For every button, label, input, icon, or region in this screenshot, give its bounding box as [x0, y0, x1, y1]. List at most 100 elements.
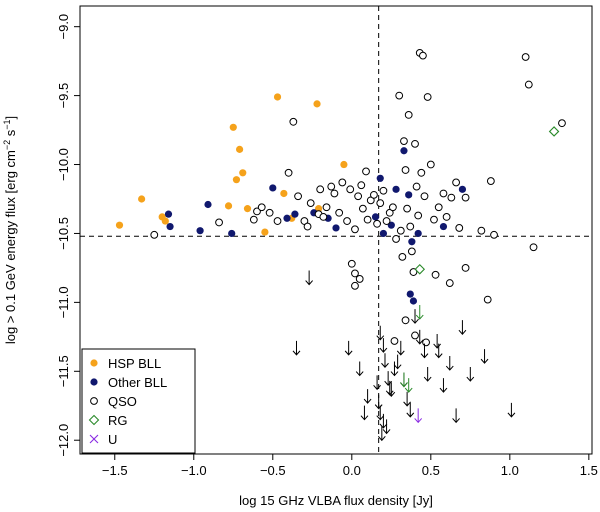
x-tick-label: −0.5	[260, 463, 286, 478]
reference-lines	[80, 6, 592, 454]
legend-marker-hsp	[90, 359, 98, 367]
other-point	[376, 174, 384, 182]
arrow-rg-point	[400, 372, 408, 388]
qso-point	[403, 204, 412, 213]
arrow-point	[433, 333, 442, 349]
hsp-point	[224, 202, 233, 210]
qso-point	[351, 225, 359, 234]
x-tick-label: −1.0	[181, 463, 207, 478]
hsp-point	[340, 160, 348, 169]
series-rg	[414, 126, 560, 275]
other-point	[204, 200, 212, 209]
qso-point	[215, 218, 223, 227]
qso-point	[284, 168, 293, 177]
qso-point	[351, 269, 359, 278]
data-points	[115, 48, 566, 442]
other-point	[332, 224, 340, 232]
arrow-rg-point	[404, 378, 413, 393]
qso-point	[407, 247, 416, 256]
qso-point	[439, 189, 448, 198]
qso-point	[442, 213, 451, 221]
qso-point	[396, 226, 405, 235]
qso-point	[395, 91, 404, 100]
y-tick-label: −9.5	[56, 83, 71, 109]
other-point	[196, 227, 204, 235]
arrow-point	[390, 361, 399, 377]
y-axis-label: log > 0.1 GeV energy flux [erg cm−2 s−1]	[2, 116, 18, 344]
qso-point	[150, 230, 159, 239]
other-point	[406, 290, 414, 298]
rg-point	[548, 126, 560, 137]
qso-point	[524, 80, 533, 89]
arrow-point	[360, 405, 369, 421]
qso-point	[392, 235, 400, 243]
hsp-point	[115, 221, 124, 229]
hsp-point	[236, 145, 244, 153]
y-tick-label: −10.0	[56, 148, 71, 181]
qso-point	[294, 192, 302, 201]
qso-point	[379, 186, 388, 195]
qso-point	[338, 178, 347, 187]
qso-point	[490, 230, 498, 239]
qso-point	[373, 219, 381, 228]
legend-markers	[88, 359, 100, 444]
qso-point	[414, 211, 423, 220]
arrow-point	[355, 361, 364, 377]
arrow-point	[305, 270, 314, 286]
qso-point	[406, 222, 415, 231]
qso-point	[346, 185, 355, 194]
qso-point	[249, 215, 258, 224]
qso-point	[419, 51, 427, 60]
arrow-point	[423, 367, 432, 382]
qso-point	[461, 193, 470, 202]
other-point	[228, 229, 236, 238]
qso-point	[401, 316, 410, 325]
arrow-point	[377, 426, 386, 442]
legend-label-u: U	[108, 432, 117, 447]
qso-point	[319, 213, 328, 221]
qso-point	[370, 190, 378, 199]
legend-marker-u	[89, 434, 99, 444]
other-point	[371, 213, 380, 221]
arrow-point	[393, 354, 402, 370]
other-point	[166, 222, 174, 231]
qso-point	[409, 268, 418, 276]
other-point	[283, 214, 291, 222]
legend-label-qso: QSO	[108, 394, 137, 409]
qso-point	[273, 217, 282, 225]
other-point	[400, 147, 408, 155]
qso-point	[354, 192, 363, 201]
qso-point	[426, 160, 435, 169]
qso-point	[362, 167, 370, 176]
arrow-point	[434, 343, 443, 359]
arrow-rg-point	[415, 305, 424, 320]
hsp-point	[239, 169, 247, 177]
qso-point	[358, 204, 367, 213]
arrow-point	[379, 338, 388, 353]
arrow-point	[420, 343, 429, 359]
rg-point	[414, 264, 426, 275]
legend-label-rg: RG	[108, 413, 128, 428]
series-hsp	[115, 93, 348, 236]
other-point	[408, 238, 416, 246]
arrow-point	[376, 405, 385, 421]
qso-point	[363, 215, 372, 224]
series-qso	[150, 48, 566, 347]
qso-point	[355, 275, 364, 283]
qso-point	[322, 203, 331, 212]
qso-point	[455, 224, 464, 232]
qso-point	[347, 259, 356, 268]
series-arrow-rg	[400, 305, 424, 393]
qso-point	[447, 193, 456, 202]
qso-point	[411, 139, 419, 148]
legend-box	[81, 348, 196, 454]
other-point	[405, 191, 413, 199]
legend-marker-qso	[90, 397, 98, 405]
arrow-point	[385, 380, 394, 396]
hsp-point	[232, 176, 241, 184]
other-point	[414, 229, 422, 238]
hsp-point	[161, 217, 169, 225]
arrow-point	[381, 353, 389, 369]
qso-point	[445, 279, 454, 287]
